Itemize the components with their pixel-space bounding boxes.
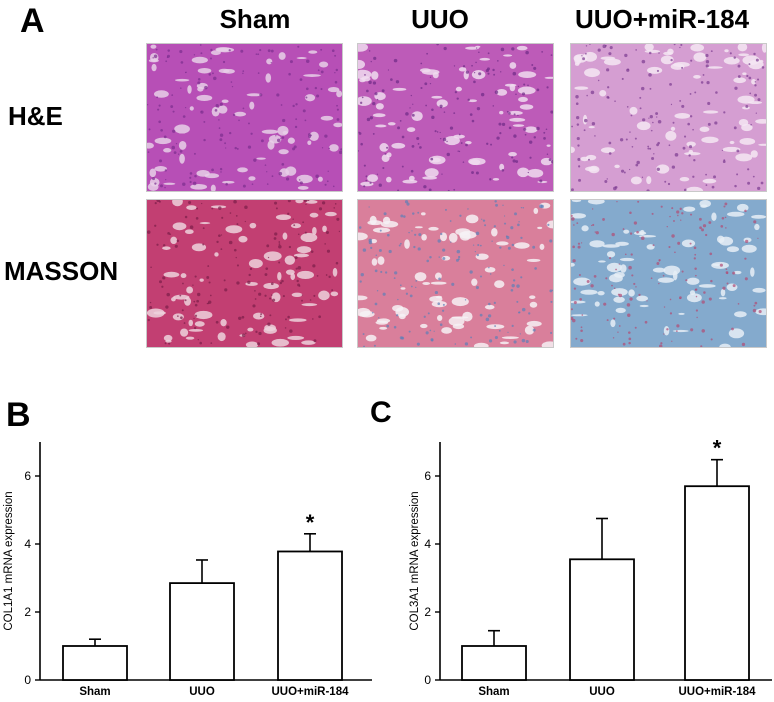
col1a1-bar <box>277 550 343 681</box>
row-header-he: H&E <box>8 101 63 131</box>
col3a1-significance-marker: * <box>713 436 722 461</box>
col1a1-y-tick-label: 0 <box>24 673 31 687</box>
column-header-uuo-mir184: UUO+miR-184 <box>574 4 750 34</box>
col1a1-category-label: UUO <box>189 686 215 698</box>
panel-letter-c: C <box>370 396 392 429</box>
histology-image-1-0 <box>146 199 343 348</box>
col3a1-y-tick-label: 4 <box>424 537 431 551</box>
col1a1-bar <box>62 645 128 681</box>
histology-image-1-2 <box>570 199 767 348</box>
col3a1-y-tick-label: 2 <box>424 605 431 619</box>
col1a1-category-label: Sham <box>79 686 110 698</box>
col3a1-bar <box>684 485 750 681</box>
col1a1-y-tick-label: 6 <box>24 469 31 483</box>
col1a1-bar <box>169 582 235 681</box>
histology-image-0-2 <box>570 43 767 192</box>
col1a1-significance-marker: * <box>306 510 315 535</box>
histology-image-0-0 <box>146 43 343 192</box>
col3a1-y-tick-label: 6 <box>424 469 431 483</box>
bar-chart-col3a1: 0 2 4 6 COL3A1 mRNA expression Sham UUO * UUO+mi… <box>390 430 774 702</box>
col3a1-category-label: Sham <box>478 686 509 698</box>
panel-letter-b: B <box>6 396 31 434</box>
col3a1-y-tick-label: 0 <box>424 673 431 687</box>
col3a1-category-label: UUO <box>589 686 615 698</box>
row-header-masson: MASSON <box>4 256 119 286</box>
bar-chart-col1a1: 0 2 4 6 COL1A1 mRNA expression Sham UUO * UUO+mi… <box>0 430 380 702</box>
col3a1-y-axis-label: COL3A1 mRNA expression <box>409 491 421 630</box>
col1a1-y-axis-label: COL1A1 mRNA expression <box>3 491 15 630</box>
column-header-uuo: UUO <box>411 4 469 34</box>
histology-image-0-1 <box>357 43 554 192</box>
column-header-sham: Sham <box>219 4 291 34</box>
panel-letter-a: A <box>20 2 45 40</box>
col3a1-bar <box>461 645 527 681</box>
col3a1-bar <box>569 558 635 681</box>
col1a1-y-tick-label: 2 <box>24 605 31 619</box>
col3a1-category-label: UUO+miR-184 <box>678 686 756 698</box>
histology-image-1-1 <box>357 199 554 348</box>
col1a1-category-label: UUO+miR-184 <box>271 686 349 698</box>
col1a1-y-tick-label: 4 <box>24 537 31 551</box>
